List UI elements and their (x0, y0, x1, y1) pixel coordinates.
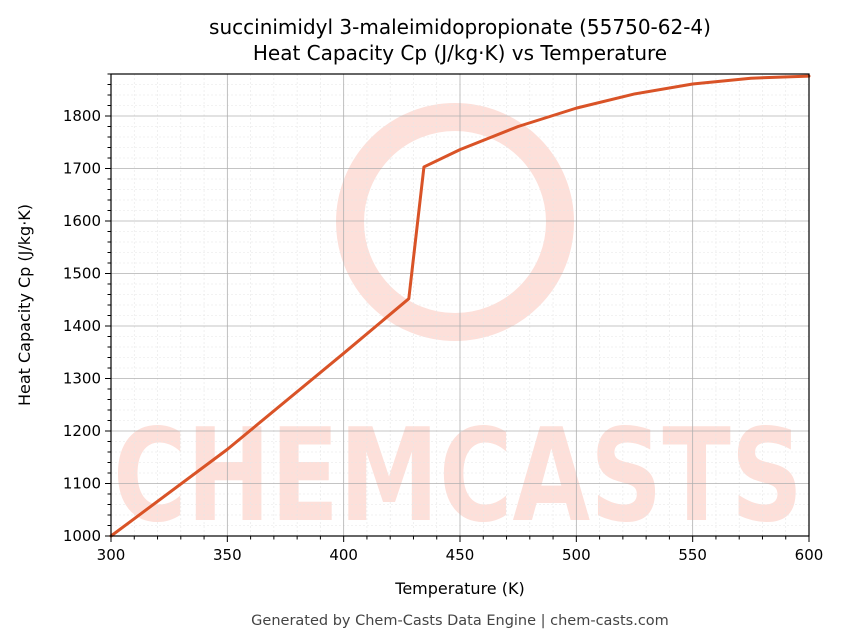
watermark: CHEMCASTS (113, 103, 803, 551)
chart-title: succinimidyl 3-maleimidopropionate (5575… (209, 15, 711, 39)
x-tick-label: 500 (562, 546, 591, 564)
x-tick-label: 450 (446, 546, 475, 564)
y-tick-label: 1000 (63, 527, 101, 545)
x-tick-label: 350 (213, 546, 242, 564)
series-line-0 (109, 74, 811, 538)
x-tick-label: 400 (329, 546, 358, 564)
y-tick-label: 1200 (63, 422, 101, 440)
x-tick-label: 600 (795, 546, 824, 564)
x-tick-label: 300 (97, 546, 126, 564)
y-tick-label: 1700 (63, 160, 101, 178)
x-axis-label: Temperature (K) (394, 579, 524, 598)
y-tick-label: 1800 (63, 107, 101, 125)
y-tick-label: 1100 (63, 475, 101, 493)
footer-credit: Generated by Chem-Casts Data Engine | ch… (251, 613, 669, 629)
x-tick-label: 550 (678, 546, 707, 564)
series-layer (109, 74, 811, 538)
y-tick-label: 1400 (63, 317, 101, 335)
watermark-text: CHEMCASTS (113, 402, 803, 551)
watermark-logo-ring (336, 103, 574, 341)
y-tick-label: 1500 (63, 265, 101, 283)
y-tick-label: 1600 (63, 212, 101, 230)
chart-subtitle: Heat Capacity Cp (J/kg·K) vs Temperature (253, 41, 667, 65)
y-tick-label: 1300 (63, 370, 101, 388)
y-axis-label: Heat Capacity Cp (J/kg·K) (15, 204, 34, 406)
ticks-layer: 300 350 400 450 500 550 600 1000 1100 1200 1300 140… (63, 73, 824, 564)
